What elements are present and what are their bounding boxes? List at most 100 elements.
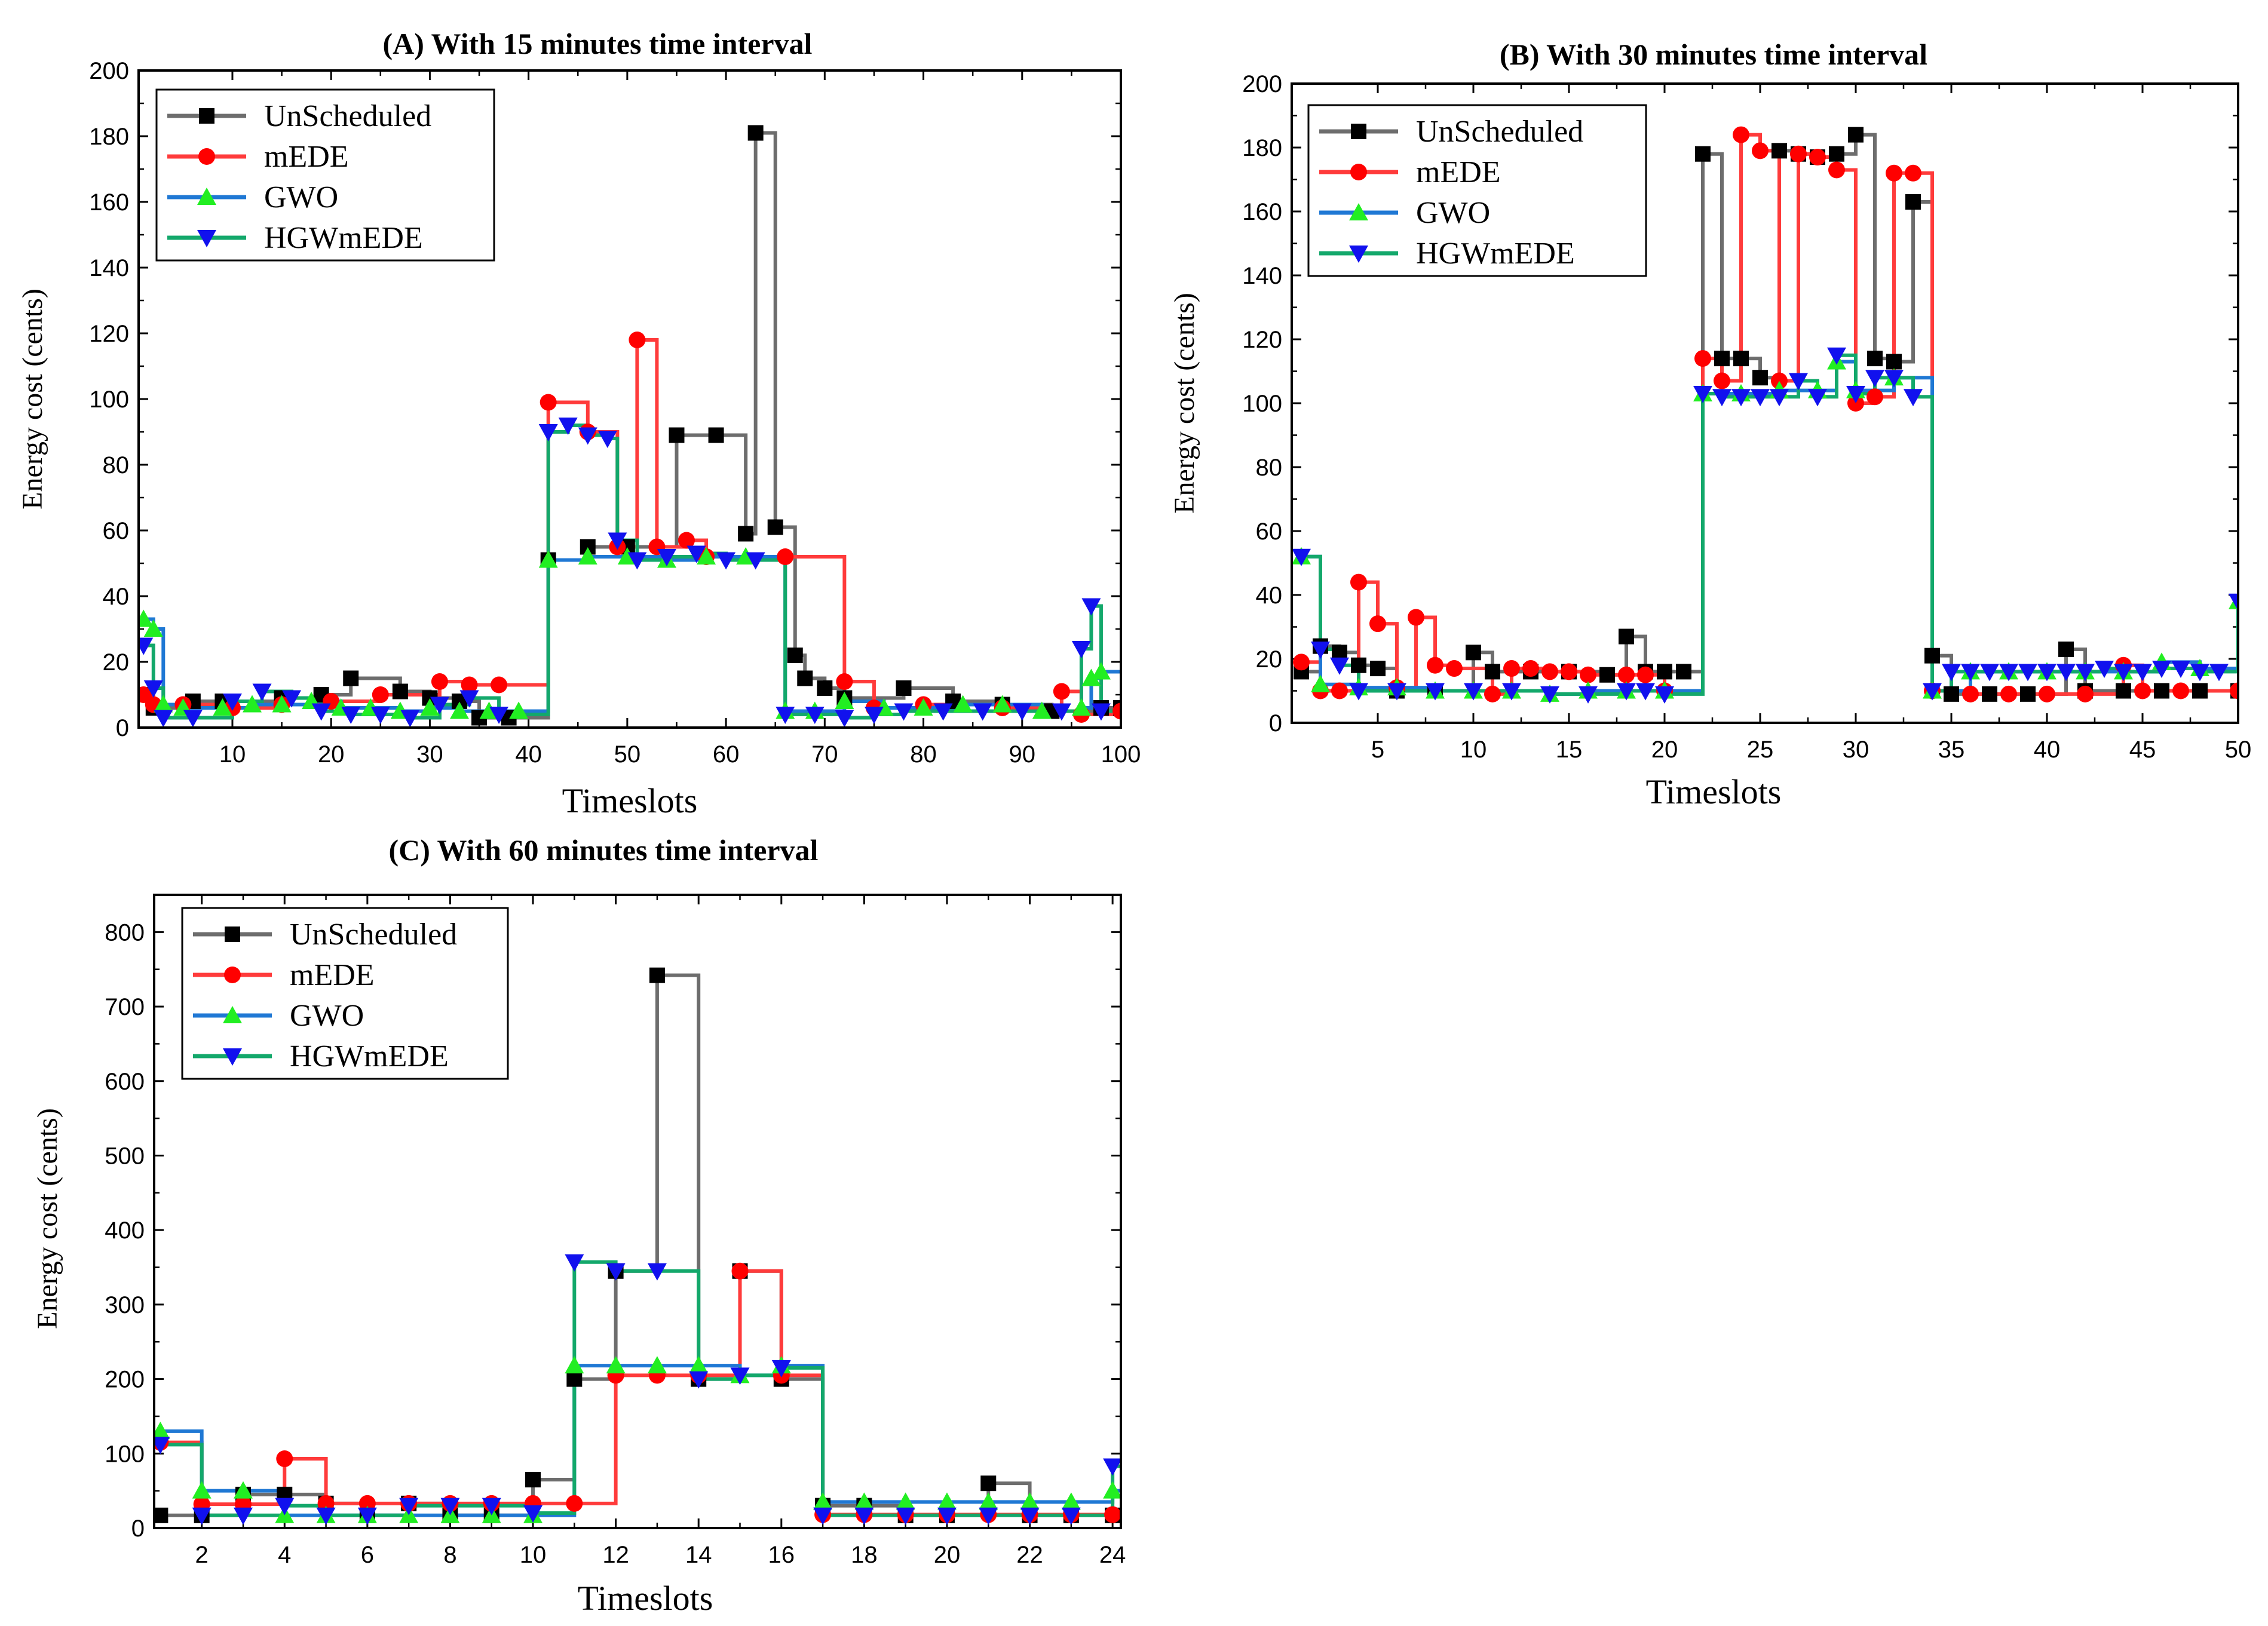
x-tick-label: 5 — [1371, 737, 1384, 763]
data-point-gwo — [154, 1421, 170, 1439]
data-point-hgwmede — [627, 552, 647, 570]
x-tick-label: 30 — [416, 741, 443, 768]
data-point-hgwmede — [1961, 664, 1980, 682]
data-point-gwo — [689, 1356, 709, 1374]
legend-label-mede: mEDE — [264, 140, 349, 174]
data-point-mede — [1053, 683, 1070, 700]
series-markers-hgwmede — [1292, 347, 2238, 704]
data-point-gwo — [1020, 1492, 1040, 1510]
data-point-unscheduled — [2154, 683, 2169, 699]
data-point-unscheduled — [669, 427, 685, 443]
series-line-gwo — [143, 555, 1121, 713]
data-point-gwo — [272, 695, 292, 713]
data-point-gwo — [1061, 1492, 1081, 1510]
data-point-hgwmede — [399, 1498, 419, 1515]
y-tick-label: 0 — [131, 1515, 145, 1542]
data-point-hgwmede — [1311, 641, 1330, 659]
data-point-hgwmede — [979, 1507, 998, 1525]
legend-marker-gwo — [1349, 203, 1368, 220]
data-point-hgwmede — [565, 1254, 584, 1272]
data-point-hgwmede — [2209, 664, 2229, 682]
data-point-hgwmede — [1999, 664, 2018, 682]
data-point-hgwmede — [2229, 593, 2238, 611]
data-point-gwo — [979, 1492, 998, 1510]
data-point-mede — [1484, 685, 1501, 702]
data-point-hgwmede — [1426, 683, 1445, 701]
data-point-hgwmede — [523, 1505, 543, 1523]
data-point-gwo — [606, 1356, 626, 1374]
panel-c-plot-area — [154, 967, 1121, 1525]
data-point-unscheduled — [2116, 683, 2131, 699]
data-point-mede — [1293, 654, 1310, 671]
data-point-unscheduled — [392, 683, 408, 700]
data-point-hgwmede — [558, 418, 578, 435]
data-point-mede — [1790, 145, 1807, 162]
data-point-mede — [2172, 682, 2189, 700]
data-point-hgwmede — [686, 545, 706, 563]
data-point-unscheduled — [1351, 657, 1366, 673]
series-line-hgwmede — [1301, 353, 2238, 696]
data-point-hgwmede — [1808, 389, 1827, 407]
data-point-unscheduled — [1848, 127, 1864, 143]
x-tick-label: 50 — [2225, 737, 2252, 763]
panel-a-legend: UnScheduled mEDE GWO HGWmEDE — [155, 88, 495, 262]
data-point-gwo — [578, 547, 597, 565]
data-point-unscheduled — [708, 427, 724, 443]
data-point-mede — [777, 548, 794, 565]
x-tick-label: 12 — [602, 1542, 629, 1568]
data-point-mede — [1331, 682, 1348, 700]
x-tick-label: 16 — [768, 1542, 795, 1568]
data-point-hgwmede — [143, 680, 163, 698]
data-point-hgwmede — [689, 1371, 709, 1389]
data-point-mede — [276, 1450, 293, 1468]
data-point-hgwmede — [657, 549, 676, 566]
data-point-mede — [1809, 149, 1826, 166]
x-tick-label: 6 — [361, 1542, 374, 1568]
series-line-mede — [143, 338, 1121, 716]
data-point-unscheduled — [154, 1507, 168, 1523]
y-tick-label: 300 — [105, 1292, 145, 1318]
legend-label-unscheduled: UnScheduled — [290, 918, 457, 952]
panel-c-legend: UnScheduled mEDE GWO HGWmEDE — [181, 907, 509, 1080]
data-point-hgwmede — [1617, 683, 1636, 701]
data-point-unscheduled — [1466, 645, 1481, 661]
series-line-gwo — [1301, 360, 2238, 696]
data-point-gwo — [914, 698, 933, 716]
data-point-unscheduled — [1657, 664, 1672, 680]
data-point-gwo — [1091, 662, 1111, 680]
data-point-hgwmede — [154, 1437, 170, 1455]
series-line-mede — [160, 1269, 1121, 1517]
data-point-hgwmede — [1731, 389, 1751, 407]
data-point-hgwmede — [1502, 683, 1521, 701]
x-tick-label: 90 — [1009, 741, 1036, 768]
data-point-unscheduled — [1599, 667, 1615, 683]
data-point-hgwmede — [937, 1507, 957, 1525]
data-point-hgwmede — [813, 1507, 833, 1525]
data-point-unscheduled — [566, 1371, 583, 1387]
data-point-unscheduled — [525, 1471, 541, 1487]
data-point-mede — [2230, 682, 2238, 700]
data-point-unscheduled — [1370, 661, 1386, 677]
data-point-hgwmede — [316, 1507, 336, 1525]
data-point-hgwmede — [1712, 389, 1731, 407]
x-tick-label: 10 — [219, 741, 246, 768]
data-point-unscheduled — [1695, 146, 1711, 162]
data-point-hgwmede — [1636, 683, 1655, 701]
panel-a: (A) With 15 minutes time interval Timesl… — [17, 27, 1141, 820]
data-point-hgwmede — [716, 552, 736, 570]
data-point-gwo — [992, 695, 1012, 713]
data-point-hgwmede — [1387, 683, 1406, 701]
data-point-unscheduled — [1485, 664, 1500, 680]
data-point-unscheduled — [738, 526, 754, 542]
data-point-gwo — [213, 698, 232, 716]
data-point-hgwmede — [341, 707, 361, 724]
data-point-hgwmede — [1292, 548, 1311, 566]
legend-marker-gwo — [223, 1006, 242, 1023]
data-point-hgwmede — [771, 1360, 791, 1378]
x-tick-label: 70 — [811, 741, 838, 768]
data-point-hgwmede — [730, 1367, 750, 1385]
data-point-hgwmede — [459, 690, 479, 708]
data-point-hgwmede — [482, 1498, 501, 1515]
y-tick-label: 160 — [89, 189, 129, 216]
